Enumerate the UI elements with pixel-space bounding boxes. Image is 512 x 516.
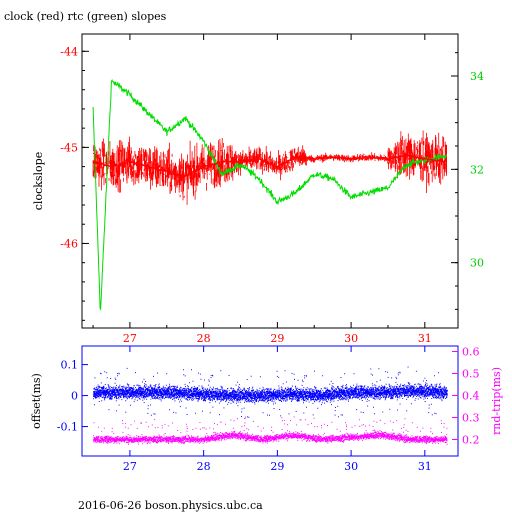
rnd-trip-axis-label: rnd-trip(ms) [490,367,503,435]
x-tick-label: 30 [344,460,358,473]
y2-tick-label: 0.4 [462,390,480,403]
clock-slope-line [92,153,447,178]
top-y-axis: -44 -45 -46 [60,45,89,321]
clock-spikes [92,130,447,205]
x-tick-label: 27 [123,460,137,473]
offset-series [93,366,448,419]
offset-panel: 27 28 29 30 31 0.1 0 -0.1 0.2 0.3 0.4 0.5 0.6 offs… [30,345,503,473]
top-x-axis: 27 28 29 30 31 [92,34,432,345]
x-tick-label: 30 [344,332,358,345]
y-tick-label: -46 [60,237,78,250]
offset-axis-label: offset(ms) [30,373,43,429]
y-tick-label: 0.1 [61,359,79,372]
x-tick-label: 31 [418,332,432,345]
x-tick-label: 29 [270,460,284,473]
rtc-line [92,79,447,311]
bottom-y-axis: 0.1 0 -0.1 [57,359,88,434]
x-tick-label: 28 [197,332,211,345]
y-tick-label: -0.1 [57,421,78,434]
y-tick-label: -45 [60,141,78,154]
chart-title: clock (red) rtc (green) slopes [4,10,167,23]
x-tick-label: 29 [270,332,284,345]
y2-tick-label: 32 [470,163,484,176]
y-tick-label: -44 [60,45,78,58]
x-tick-label: 28 [197,460,211,473]
top-plot-frame [81,33,459,329]
bottom-plot-frame [81,345,459,457]
y2-tick-label: 34 [470,70,484,83]
offset-points [93,366,448,419]
bottom-x-axis: 27 28 29 30 31 [123,346,432,473]
y2-tick-label: 0.6 [462,346,480,359]
x-tick-label: 31 [418,460,432,473]
y2-tick-label: 0.2 [462,434,480,447]
rnd-trip-series [93,416,448,445]
y2-tick-label: 0.3 [462,412,480,425]
slope-panel: 27 28 29 30 31 -44 -45 -46 30 32 34 clockslope [32,33,484,345]
y-axis-label: clockslope [32,152,45,210]
y-tick-label: 0 [71,390,78,403]
rtc-series [92,79,447,311]
footer-caption: 2016-06-26 boson.physics.ubc.ca [78,499,263,512]
y2-tick-label: 0.5 [462,368,480,381]
clock-line [92,153,447,178]
top-y2-axis: 30 32 34 [451,52,484,310]
x-tick-label: 27 [123,332,137,345]
y2-tick-label: 30 [470,257,484,270]
bottom-y2-axis: 0.2 0.3 0.4 0.5 0.6 [452,346,480,447]
rnd-trip-points [93,416,448,445]
clock-series [92,130,447,205]
